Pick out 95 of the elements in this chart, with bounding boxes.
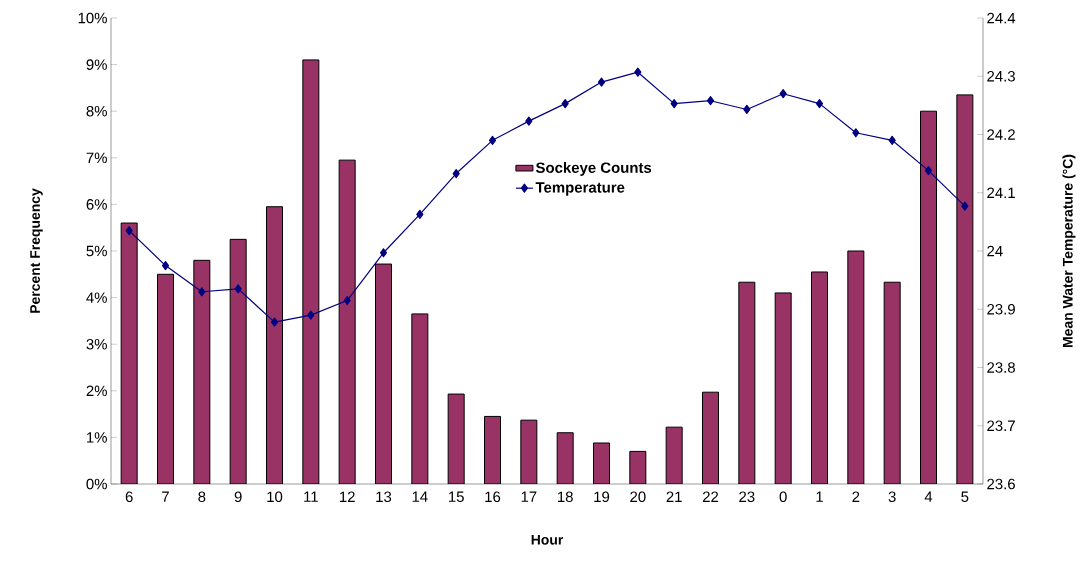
x-tick-label: 14: [412, 491, 428, 502]
y2-tick-label: 23.8: [987, 362, 1015, 373]
x-tick-label: 21: [666, 491, 682, 502]
point: [343, 295, 351, 306]
bar: [702, 391, 720, 484]
x-tick-label: 15: [449, 491, 464, 502]
y2-tick-label: 23.9: [987, 303, 1015, 315]
y2-tick-label: 23.6: [987, 478, 1015, 490]
point: [125, 226, 133, 236]
y2-tick-label: 24.1: [987, 187, 1015, 198]
y2-tick-label: 24.3: [987, 70, 1015, 82]
x-tick-label: 22: [702, 491, 719, 502]
x-tick-label: 3: [888, 491, 896, 503]
point: [488, 135, 497, 145]
bar: [883, 281, 901, 484]
point: [234, 284, 242, 294]
bar: [338, 159, 356, 484]
bar: [520, 419, 538, 484]
x-axis-title: Hour: [531, 534, 564, 545]
y2-tick-label: 24: [987, 245, 1003, 257]
bar: [229, 238, 247, 484]
x-tick-label: 8: [198, 491, 206, 503]
point: [198, 287, 206, 297]
y-tick-label: 0%: [86, 478, 107, 490]
bar: [556, 432, 574, 484]
x-tick-label: 17: [521, 491, 537, 502]
bar: [920, 110, 938, 484]
x-tick-label: 1: [816, 491, 823, 502]
x-tick-label: 18: [558, 491, 573, 503]
bar: [120, 222, 138, 484]
point: [888, 135, 896, 145]
bar: [847, 250, 865, 484]
y2-axis-title: Mean Water Temperature (°C): [1062, 154, 1076, 348]
x-tick-label: 13: [376, 491, 392, 503]
x-tick-label: 4: [924, 491, 933, 502]
x-tick-label: 20: [630, 491, 646, 503]
bar: [411, 313, 429, 484]
point: [743, 104, 751, 115]
x-tick-label: 19: [594, 491, 610, 503]
point: [270, 317, 279, 327]
x-tick-label: 2: [852, 491, 860, 502]
point: [597, 77, 606, 87]
point: [670, 99, 678, 109]
bar: [956, 94, 974, 484]
y2-tick-label: 24.4: [987, 12, 1016, 24]
y-tick-label: 10%: [78, 12, 107, 24]
y-axis-title: Percent Frequency: [30, 188, 43, 313]
bar: [774, 292, 792, 484]
point: [452, 168, 460, 179]
y-tick-label: 9%: [86, 59, 107, 70]
bar: [738, 281, 756, 484]
x-tick-label: 6: [125, 491, 133, 503]
x-tick-label: 0: [779, 491, 787, 503]
bar: [447, 393, 465, 484]
bar: [157, 273, 174, 484]
bar: [193, 259, 211, 484]
x-tick-label: 16: [485, 491, 501, 503]
point: [779, 89, 787, 99]
point: [924, 166, 933, 176]
point: [561, 99, 569, 109]
y-tick-label: 8%: [86, 105, 107, 117]
x-tick-label: 5: [961, 491, 969, 502]
y-tick-label: 6%: [86, 199, 107, 210]
x-tick-label: 7: [162, 491, 169, 502]
legend-label: Temperature: [535, 182, 625, 196]
legend-label: Sockeye Counts: [535, 161, 652, 176]
y-tick-label: 2%: [86, 385, 107, 397]
x-tick-label: 23: [739, 491, 755, 503]
bar: [266, 206, 283, 484]
point: [706, 96, 715, 106]
x-tick-label: 10: [267, 491, 283, 503]
point: [161, 260, 170, 271]
bar: [484, 415, 501, 484]
y-tick-label: 7%: [86, 152, 107, 164]
y2-tick-label: 23.7: [987, 420, 1015, 432]
y-tick-label: 1%: [87, 432, 107, 443]
point: [525, 116, 533, 126]
point: [852, 128, 860, 138]
x-tick-label: 11: [304, 491, 318, 502]
x-tick-label: 12: [340, 491, 355, 502]
x-tick-label: 9: [234, 491, 242, 503]
point: [416, 209, 424, 219]
bar: [811, 271, 829, 484]
y-tick-label: 4%: [86, 292, 107, 303]
point: [634, 67, 642, 77]
point: [815, 99, 824, 109]
y2-tick-label: 24.2: [987, 129, 1015, 140]
bar: [665, 426, 683, 484]
point: [961, 201, 969, 211]
bar: [302, 59, 320, 484]
bar: [375, 263, 392, 484]
point: [379, 248, 388, 258]
point: [307, 310, 315, 320]
y-tick-label: 5%: [86, 245, 107, 257]
y-tick-label: 3%: [86, 338, 107, 350]
